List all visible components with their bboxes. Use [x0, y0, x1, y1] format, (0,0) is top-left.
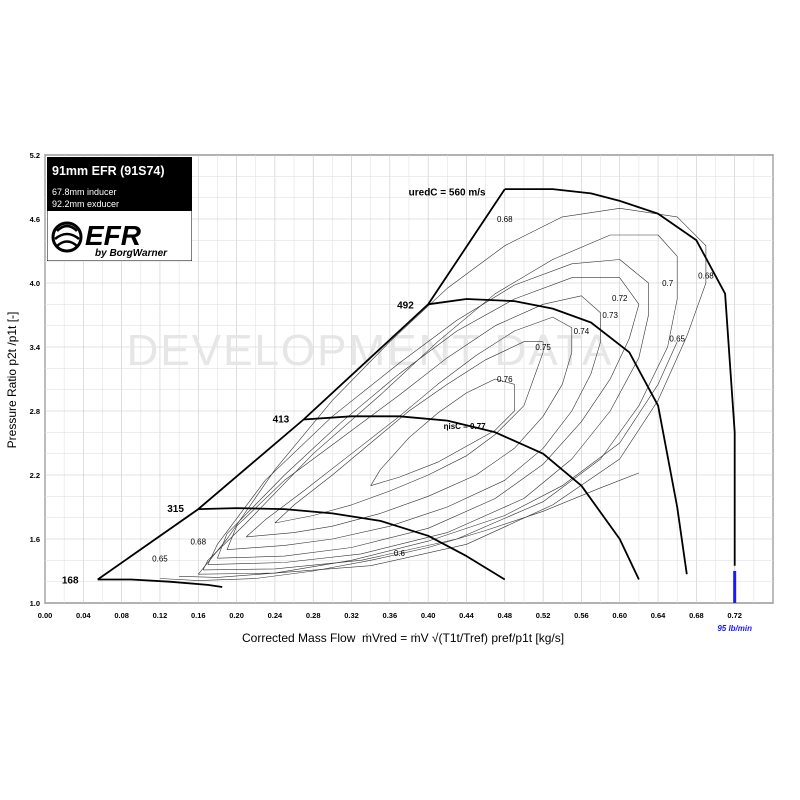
speed-label: 492: [397, 300, 414, 311]
x-tick-label: 0.04: [76, 611, 91, 620]
efficiency-contour-0-68: [198, 208, 707, 575]
speed-line-4: [504, 188, 736, 566]
x-tick-label: 0.48: [497, 611, 512, 620]
efficiency-contour-0-65: [179, 341, 678, 578]
y-tick-label: 2.2: [30, 471, 40, 480]
efficiency-contour-0-7: [202, 234, 678, 571]
x-tick-label: 0.68: [689, 611, 704, 620]
x-axis-formula: ṁVred = ṁV √(T1t/Tref) pref/p1t [kg/s]: [362, 631, 564, 645]
x-tick-label: 0.36: [383, 611, 398, 620]
y-tick-label: 4.0: [30, 279, 40, 288]
efr-swirl-icon: [51, 221, 83, 253]
x-tick-label: 0.52: [536, 611, 551, 620]
efficiency-islands: [159, 208, 707, 581]
speed-line-0: [97, 578, 223, 588]
efficiency-value-label: 0.68: [497, 215, 513, 224]
efficiency-value-label: 0.76: [497, 375, 513, 384]
speed-line-2: [303, 415, 640, 580]
speed-label: 168: [62, 576, 79, 587]
efficiency-contour-0-6: [159, 472, 640, 581]
y-tick-label: 2.8: [30, 407, 40, 416]
efficiency-value-label: 0.65: [152, 554, 168, 563]
efficiency-value-label: 0.74: [574, 327, 590, 336]
efficiency-value-label: 0.65: [669, 335, 685, 344]
flow-marker-label: 95 lb/min: [717, 624, 752, 633]
borgwarner-text: by BorgWarner: [95, 248, 168, 259]
y-axis-title: Pressure Ratio p2t /p1t [-]: [5, 312, 19, 449]
x-tick-label: 0.00: [38, 611, 53, 620]
x-tick-label: 0.60: [612, 611, 627, 620]
x-tick-label: 0.08: [114, 611, 129, 620]
efficiency-value-label: 0.7: [662, 279, 674, 288]
x-tick-label: 0.72: [727, 611, 742, 620]
chart-title: 91mm EFR (91S74): [52, 164, 165, 178]
watermark-text: DEVELOPMENT DATA: [127, 326, 614, 375]
speed-label: 315: [167, 504, 184, 515]
y-tick-label: 1.0: [30, 599, 40, 608]
speed-line-3: [428, 298, 688, 575]
y-tick-label: 3.4: [30, 343, 41, 352]
flow-marker: 95 lb/min: [717, 571, 752, 633]
x-axis-title: Corrected Mass Flow: [242, 631, 356, 645]
efficiency-value-label: 0.68: [190, 537, 206, 546]
efficiency-value-label: 0.72: [612, 294, 628, 303]
efficiency-contour-0-77: [370, 378, 515, 486]
x-tick-label: 0.32: [344, 611, 359, 620]
efficiency-value-label: 0.68: [698, 272, 714, 281]
x-tick-label: 0.28: [306, 611, 321, 620]
efficiency-contour-0-74: [226, 295, 601, 550]
y-tick-label: 4.6: [30, 215, 40, 224]
efficiency-contour-0-72: [207, 259, 649, 565]
speed-lines: [97, 188, 736, 588]
x-tick-label: 0.44: [459, 611, 474, 620]
x-tick-label: 0.20: [229, 611, 244, 620]
efficiency-contour-0-75: [245, 316, 573, 538]
x-tick-label: 0.24: [268, 611, 283, 620]
x-tick-label: 0.40: [421, 611, 436, 620]
efficiency-contour-0-73: [217, 277, 640, 559]
efficiency-value-label: 0.6: [394, 549, 406, 558]
x-tick-label: 0.12: [153, 611, 168, 620]
tick-labels: 0.00 0.04 0.08 0.12 0.16 0.20 0.24 0.28 0.32 0.36…: [30, 151, 742, 620]
efr-logo-text: EFR: [85, 220, 142, 251]
inducer-text: 67.8mm inducer: [52, 187, 117, 197]
speed-label: 413: [273, 414, 290, 425]
y-tick-label: 5.2: [30, 151, 40, 160]
speed-line-1: [198, 507, 506, 581]
efficiency-value-label: 0.73: [602, 311, 618, 320]
efficiency-value-label: 0.75: [535, 343, 551, 352]
x-tick-label: 0.16: [191, 611, 206, 620]
y-tick-label: 1.6: [30, 535, 40, 544]
x-tick-label: 0.56: [574, 611, 589, 620]
title-panel: 91mm EFR (91S74) 67.8mm inducer 92.2mm e…: [47, 157, 192, 261]
x-tick-label: 0.64: [651, 611, 666, 620]
exducer-text: 92.2mm exducer: [52, 199, 119, 209]
top-speed-label: uredC = 560 m/s: [409, 187, 486, 198]
efficiency-contour-0-76: [274, 341, 544, 524]
chart-labels: 168 315 413 492 uredC = 560 m/s 0.68 0.7 0.68 0.…: [62, 187, 714, 586]
efficiency-peak-label: ηisC = 0.77: [444, 422, 487, 431]
